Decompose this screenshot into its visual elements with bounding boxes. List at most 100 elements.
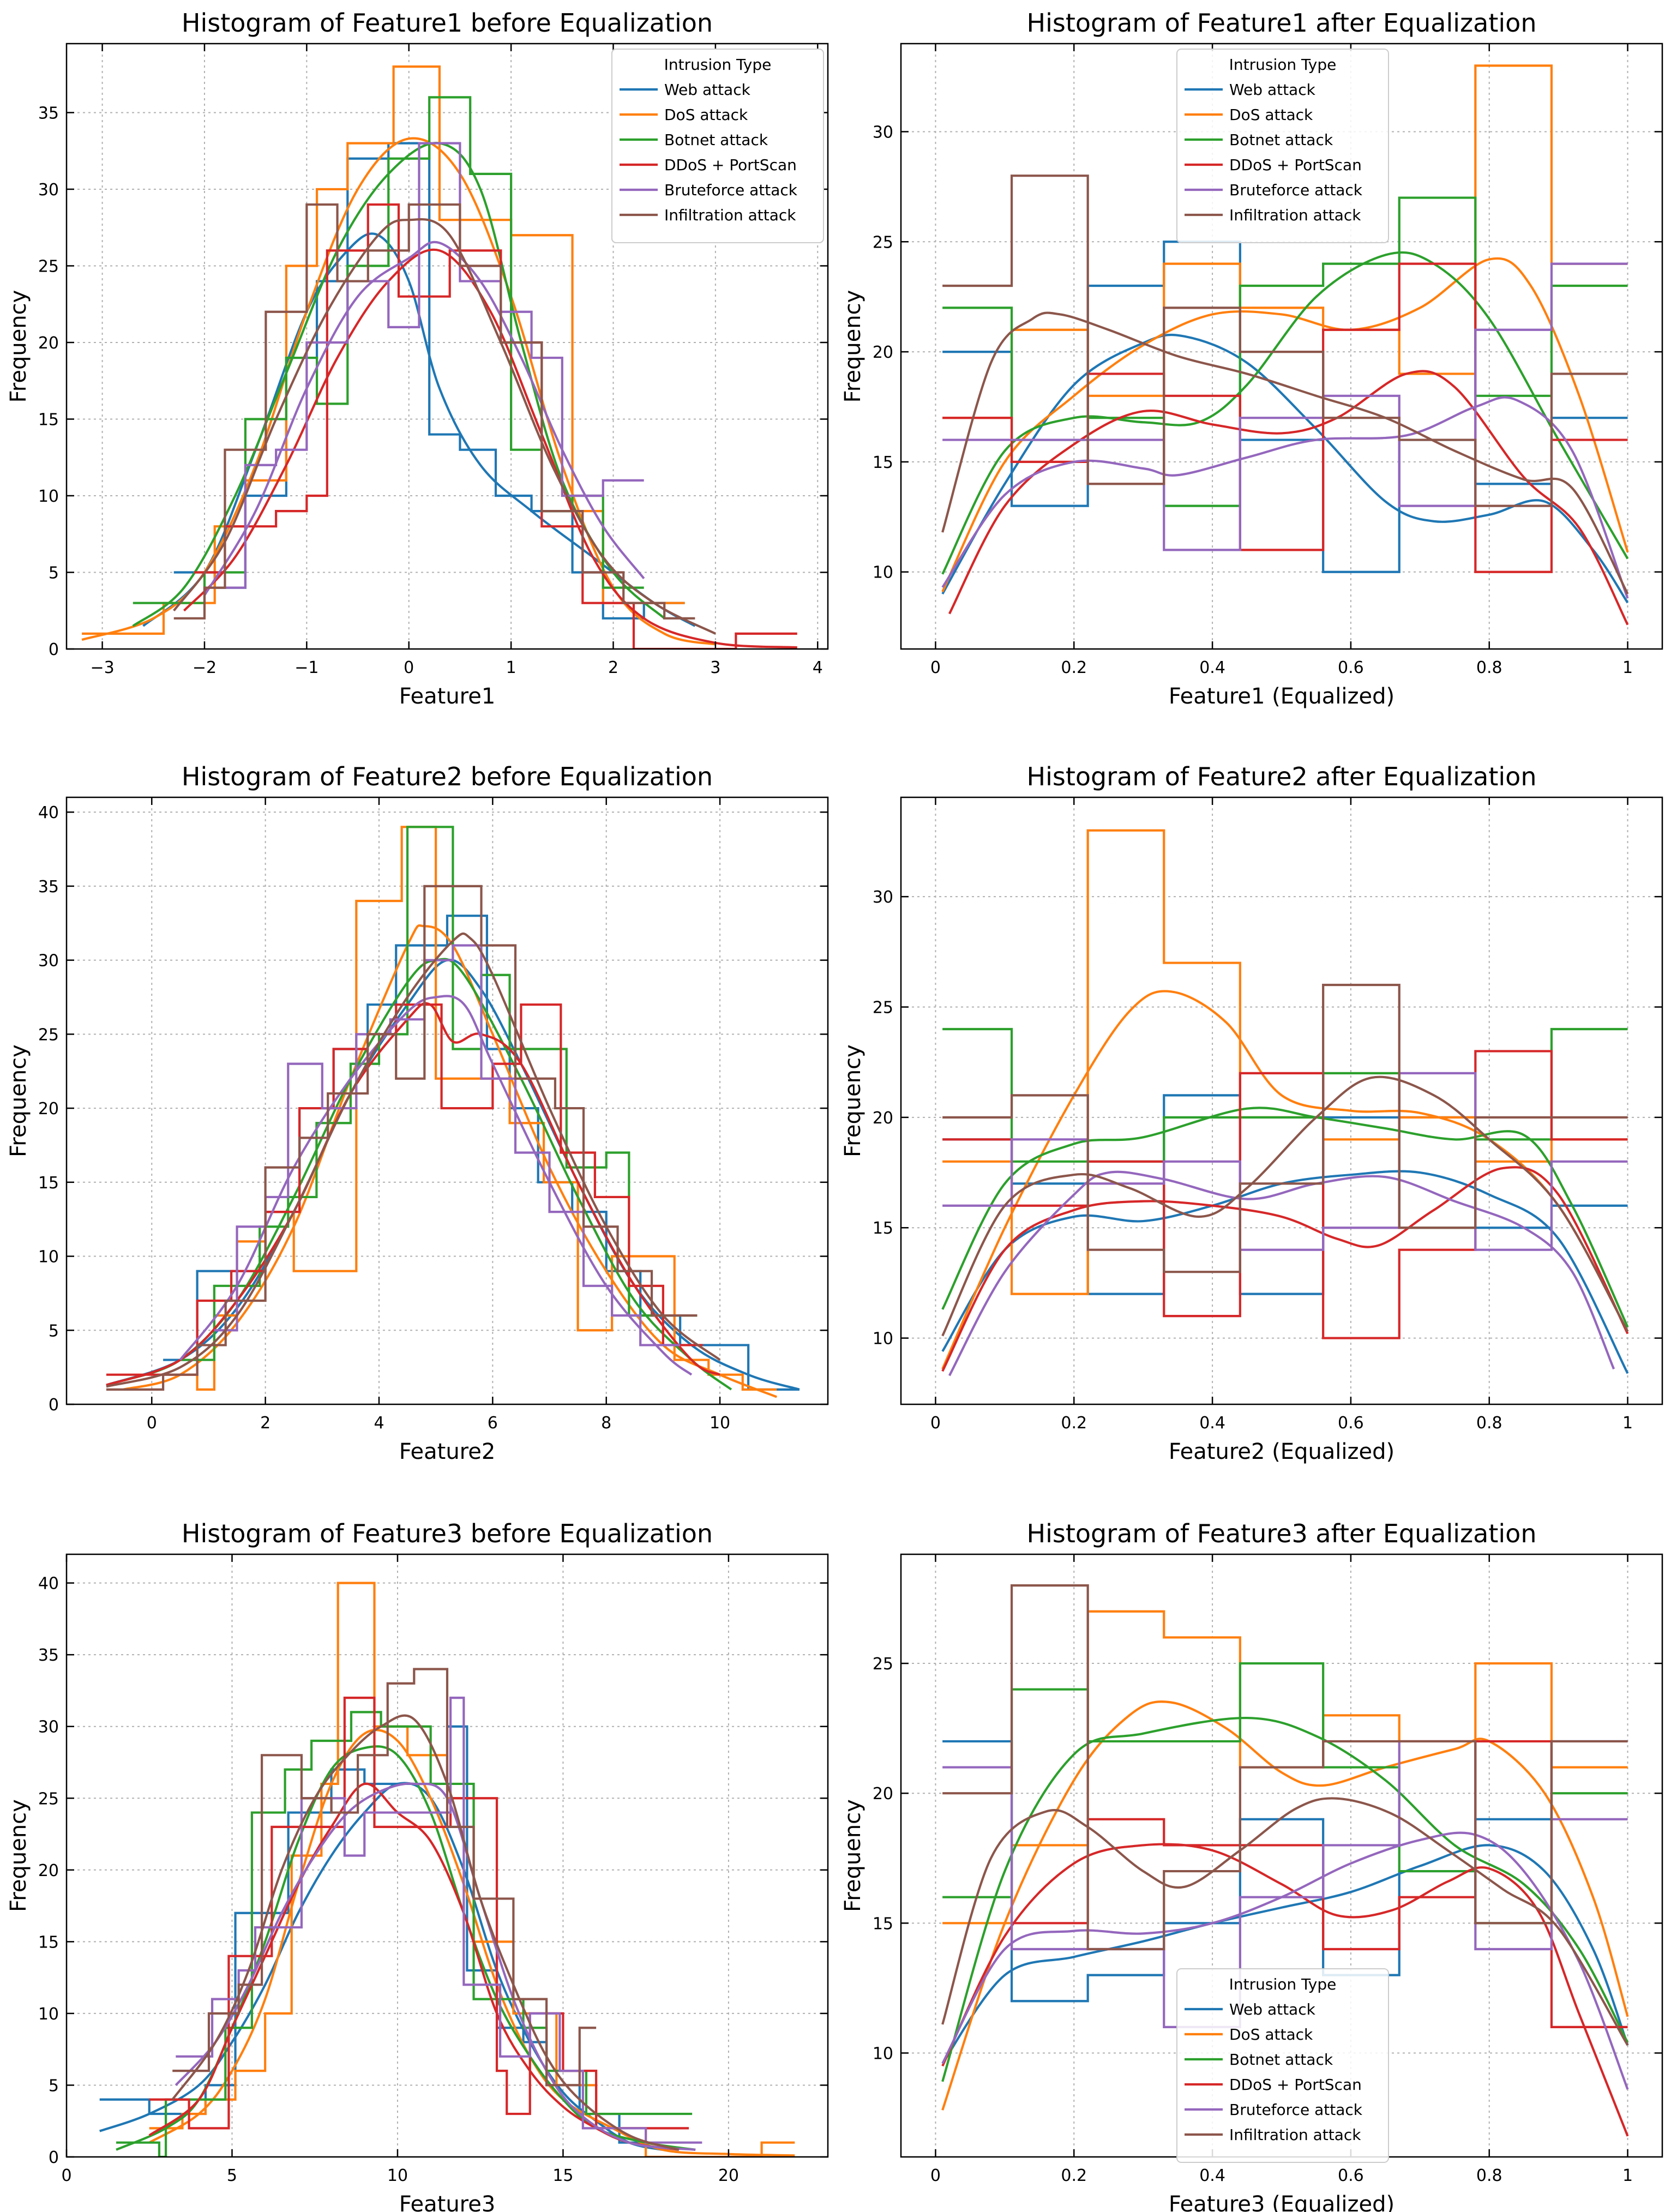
- x-tick-label: 0.2: [1061, 2166, 1087, 2185]
- y-axis-label: Frequency: [6, 290, 31, 403]
- kde-curve-botnet-attack: [941, 251, 1629, 575]
- legend-item-label: DDoS + PortScan: [1229, 156, 1362, 174]
- y-axis-label: Frequency: [840, 1799, 865, 1912]
- x-tick-label: 4: [374, 1414, 384, 1433]
- histogram-series-bruteforce-attack: [942, 1740, 1628, 2028]
- kde-curve-dos-attack: [123, 924, 778, 1398]
- x-tick-label: −1: [294, 658, 318, 677]
- x-tick-label: 6: [488, 1414, 498, 1433]
- histogram-series-ddos-portscan: [942, 1050, 1628, 1339]
- y-tick-label: 10: [38, 487, 59, 506]
- histogram-series-botnet-attack: [942, 1027, 1628, 1229]
- y-tick-label: 15: [38, 410, 59, 429]
- x-tick-label: 0.6: [1338, 1414, 1364, 1433]
- histogram-series-infiltration-attack: [942, 983, 1628, 1273]
- x-tick-label: 0: [930, 658, 941, 677]
- y-axis-label: Frequency: [6, 1799, 31, 1912]
- kde-curve-bruteforce-attack: [948, 1170, 1615, 1377]
- x-tick-label: 0.2: [1061, 1414, 1087, 1433]
- y-tick-label: 5: [49, 563, 59, 582]
- y-tick-label: 0: [49, 1396, 59, 1415]
- x-tick-label: 1: [506, 658, 516, 677]
- kde-curve-web-attack: [99, 1782, 663, 2151]
- x-tick-label: 10: [710, 1414, 730, 1433]
- y-tick-label: 0: [49, 640, 59, 659]
- legend-item-label: Web attack: [664, 81, 751, 99]
- kde-curve-bruteforce-attack: [941, 396, 1629, 599]
- legend: Intrusion Type Web attack DoS attack Botnet…: [611, 49, 824, 243]
- chart-title: Histogram of Feature2 after Equalization: [1027, 762, 1537, 791]
- chart-title: Histogram of Feature1 after Equalization: [1027, 8, 1537, 38]
- y-tick-label: 25: [38, 257, 59, 276]
- x-tick-label: 0.6: [1338, 2166, 1364, 2185]
- kde-curve-ddos-portscan: [941, 1166, 1629, 1372]
- x-tick-label: 1: [1622, 2166, 1633, 2185]
- chart-title: Histogram of Feature3 after Equalization: [1027, 1519, 1537, 1548]
- kde-curve-web-attack: [142, 232, 696, 627]
- x-tick-label: 0.4: [1199, 658, 1225, 677]
- x-tick-label: 4: [813, 658, 823, 677]
- y-tick-label: 40: [38, 803, 59, 822]
- x-axis-label: Feature1: [399, 684, 496, 709]
- legend-box: [611, 49, 824, 243]
- histogram-series-infiltration-attack: [942, 1584, 1628, 1951]
- legend-item-label: Bruteforce attack: [1229, 2101, 1363, 2119]
- y-tick-label: 20: [873, 343, 893, 362]
- x-tick-label: −2: [193, 658, 217, 677]
- x-tick-label: 0: [404, 658, 414, 677]
- legend: Intrusion Type Web attack DoS attack Botnet…: [1176, 49, 1389, 243]
- kde-curve-infiltration-attack: [941, 311, 1629, 595]
- chart-panel-2: 0 0.2 0.4 0.6 0.8 1 10 15 20 25 30 Histogram of Fea…: [840, 8, 1663, 709]
- kde-curve-dos-attack: [941, 257, 1629, 592]
- histogram-series-infiltration-attack: [173, 203, 695, 620]
- x-axis-label: Feature1 (Equalized): [1169, 684, 1395, 709]
- kde-curve-infiltration-attack: [106, 932, 721, 1388]
- kde-curve-ddos-portscan: [183, 248, 797, 649]
- legend-item-label: Botnet attack: [1229, 2051, 1333, 2069]
- x-tick-label: 15: [552, 2166, 573, 2185]
- x-tick-label: 2: [260, 1414, 271, 1433]
- plot-area: [941, 1584, 1629, 2137]
- y-tick-label: 10: [38, 2005, 59, 2024]
- legend-item-label: DoS attack: [1229, 106, 1313, 124]
- y-tick-label: 25: [38, 1789, 59, 1808]
- legend-box: [1176, 49, 1389, 243]
- y-tick-label: 25: [38, 1025, 59, 1044]
- y-tick-label: 20: [38, 1099, 59, 1119]
- histogram-series-web-attack: [942, 241, 1628, 573]
- x-tick-label: 0: [930, 1414, 941, 1433]
- x-tick-label: 0: [147, 1414, 157, 1433]
- histogram-series-bruteforce-attack: [204, 142, 644, 589]
- kde-curve-bruteforce-attack: [175, 1782, 696, 2151]
- kde-curve-bruteforce-attack: [203, 241, 645, 596]
- y-tick-label: 40: [38, 1574, 59, 1594]
- chart-title: Histogram of Feature3 before Equalizatio…: [182, 1519, 713, 1548]
- x-tick-label: 10: [387, 2166, 408, 2185]
- x-tick-label: 0.8: [1476, 1414, 1502, 1433]
- axes-frame: [900, 796, 1663, 1405]
- y-tick-label: 10: [873, 1330, 893, 1349]
- y-tick-label: 35: [38, 1646, 59, 1665]
- y-tick-label: 15: [873, 453, 893, 472]
- y-tick-label: 25: [873, 1655, 893, 1674]
- x-tick-label: 1: [1622, 1414, 1633, 1433]
- x-tick-label: 5: [227, 2166, 237, 2185]
- y-tick-label: 35: [38, 104, 59, 123]
- histogram-series-ddos-portscan: [1012, 1740, 1628, 2028]
- legend-title: Intrusion Type: [664, 56, 772, 74]
- legend-title: Intrusion Type: [1229, 1975, 1337, 1993]
- y-tick-label: 15: [873, 1219, 893, 1238]
- legend-item-label: DDoS + PortScan: [1229, 2076, 1362, 2094]
- kde-curve-web-attack: [941, 1170, 1629, 1374]
- y-tick-label: 30: [38, 1718, 59, 1737]
- y-tick-label: 30: [38, 952, 59, 971]
- legend-item-label: DoS attack: [664, 106, 748, 124]
- legend-item-label: DoS attack: [1229, 2025, 1313, 2043]
- y-tick-label: 20: [38, 1861, 59, 1880]
- y-tick-label: 15: [873, 1914, 893, 1933]
- histogram-series-ddos-portscan: [149, 1697, 689, 2130]
- kde-curve-infiltration-attack: [173, 218, 716, 635]
- y-tick-label: 30: [873, 123, 893, 142]
